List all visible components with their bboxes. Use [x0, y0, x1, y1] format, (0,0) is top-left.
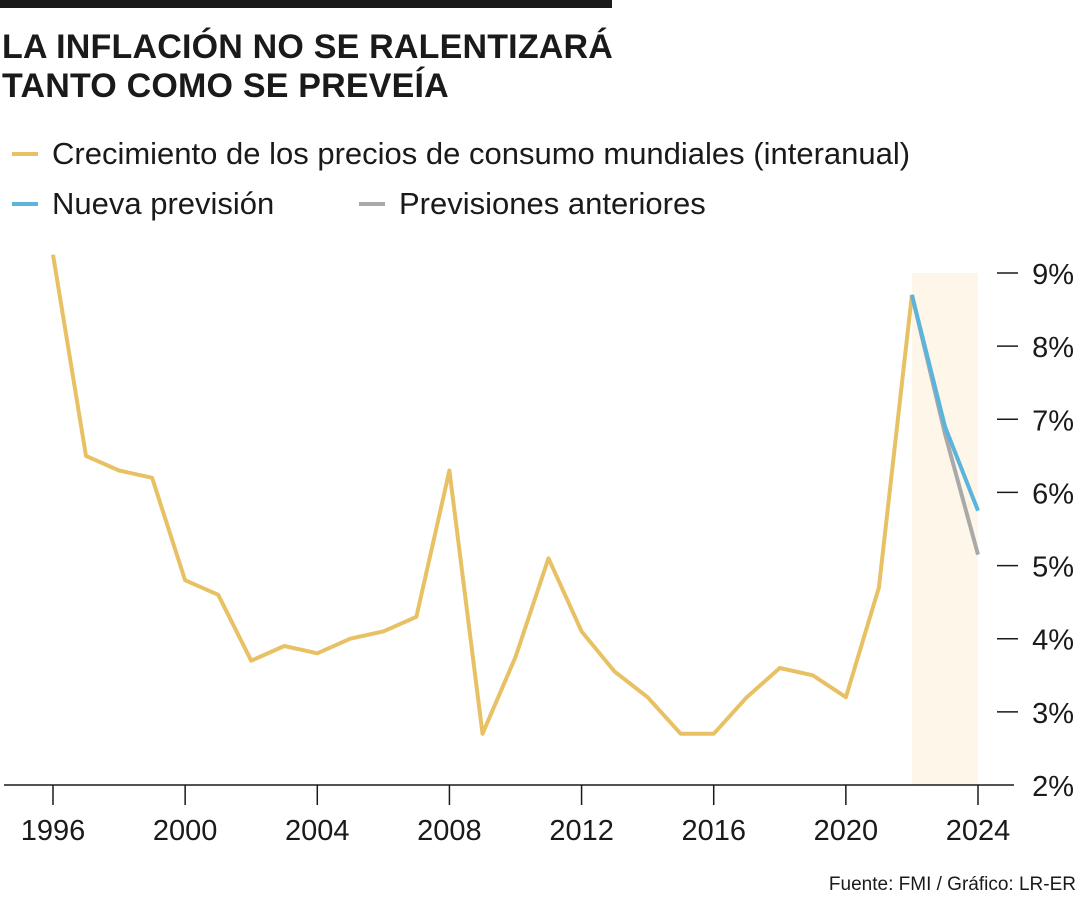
x-tick-label-2000: 2000 [153, 815, 218, 847]
x-tick-label-2008: 2008 [417, 815, 482, 847]
y-tick-label-2: 2% [1032, 771, 1074, 803]
x-tick-label-2020: 2020 [814, 815, 879, 847]
y-tick-label-4: 4% [1032, 625, 1074, 657]
x-tick-label-2004: 2004 [285, 815, 350, 847]
title-line-1: LA INFLACIÓN NO SE RALENTIZARÁ [2, 28, 614, 66]
legend-swatch-new-forecast [12, 202, 38, 206]
legend-label-previous-forecasts: Previsiones anteriores [399, 186, 706, 221]
x-tick-label-2012: 2012 [549, 815, 614, 847]
legend-label-price-growth: Crecimiento de los precios de consumo mu… [52, 136, 911, 171]
series-line-price-growth [51, 254, 914, 736]
y-tick-label-5: 5% [1032, 552, 1074, 584]
x-tick-label-2016: 2016 [681, 815, 746, 847]
chart-title: LA INFLACIÓN NO SE RALENTIZARÁ TANTO COM… [2, 28, 702, 106]
series-line-new-forecast [909, 294, 980, 512]
x-tick-label-2024: 2024 [946, 815, 1011, 847]
legend-swatch-price-growth [12, 152, 38, 156]
legend-swatch-previous-forecasts [359, 202, 385, 206]
title-line-2: TANTO COMO SE PREVEÍA [2, 67, 449, 105]
top-rule [0, 0, 612, 8]
source-credit: Fuente: FMI / Gráfico: LR-ER [828, 874, 1076, 895]
legend-item-new-forecast: Nueva previsión [12, 186, 274, 222]
legend-label-new-forecast: Nueva previsión [52, 186, 275, 221]
y-tick-label-3: 3% [1032, 698, 1074, 730]
legend-item-price-growth: Crecimiento de los precios de consumo mu… [12, 136, 910, 172]
y-tick-label-8: 8% [1032, 332, 1074, 364]
forecast-highlight-band [911, 273, 978, 785]
y-tick-label-6: 6% [1032, 478, 1074, 510]
y-tick-label-7: 7% [1032, 405, 1074, 437]
x-tick-label-1996: 1996 [21, 815, 86, 847]
legend-item-previous-forecasts: Previsiones anteriores [359, 186, 706, 222]
y-tick-label-9: 9% [1032, 259, 1074, 291]
